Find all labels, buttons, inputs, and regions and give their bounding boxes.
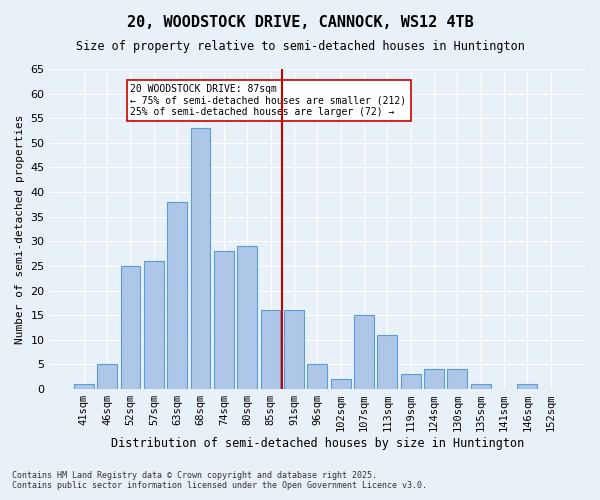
Text: 20 WOODSTOCK DRIVE: 87sqm
← 75% of semi-detached houses are smaller (212)
25% of: 20 WOODSTOCK DRIVE: 87sqm ← 75% of semi-… bbox=[130, 84, 407, 117]
Bar bbox=[260, 310, 280, 389]
Bar bbox=[377, 335, 397, 389]
Text: 20, WOODSTOCK DRIVE, CANNOCK, WS12 4TB: 20, WOODSTOCK DRIVE, CANNOCK, WS12 4TB bbox=[127, 15, 473, 30]
Bar bbox=[517, 384, 538, 389]
X-axis label: Distribution of semi-detached houses by size in Huntington: Distribution of semi-detached houses by … bbox=[110, 437, 524, 450]
Bar bbox=[238, 246, 257, 389]
Bar bbox=[424, 370, 444, 389]
Bar bbox=[191, 128, 211, 389]
Bar bbox=[74, 384, 94, 389]
Text: Size of property relative to semi-detached houses in Huntington: Size of property relative to semi-detach… bbox=[76, 40, 524, 53]
Bar bbox=[401, 374, 421, 389]
Bar bbox=[471, 384, 491, 389]
Bar bbox=[284, 310, 304, 389]
Y-axis label: Number of semi-detached properties: Number of semi-detached properties bbox=[15, 114, 25, 344]
Bar bbox=[121, 266, 140, 389]
Bar bbox=[448, 370, 467, 389]
Bar bbox=[167, 202, 187, 389]
Bar bbox=[331, 379, 350, 389]
Bar bbox=[97, 364, 117, 389]
Bar bbox=[354, 315, 374, 389]
Bar bbox=[144, 261, 164, 389]
Text: Contains HM Land Registry data © Crown copyright and database right 2025.
Contai: Contains HM Land Registry data © Crown c… bbox=[12, 470, 427, 490]
Bar bbox=[214, 251, 234, 389]
Bar bbox=[307, 364, 327, 389]
